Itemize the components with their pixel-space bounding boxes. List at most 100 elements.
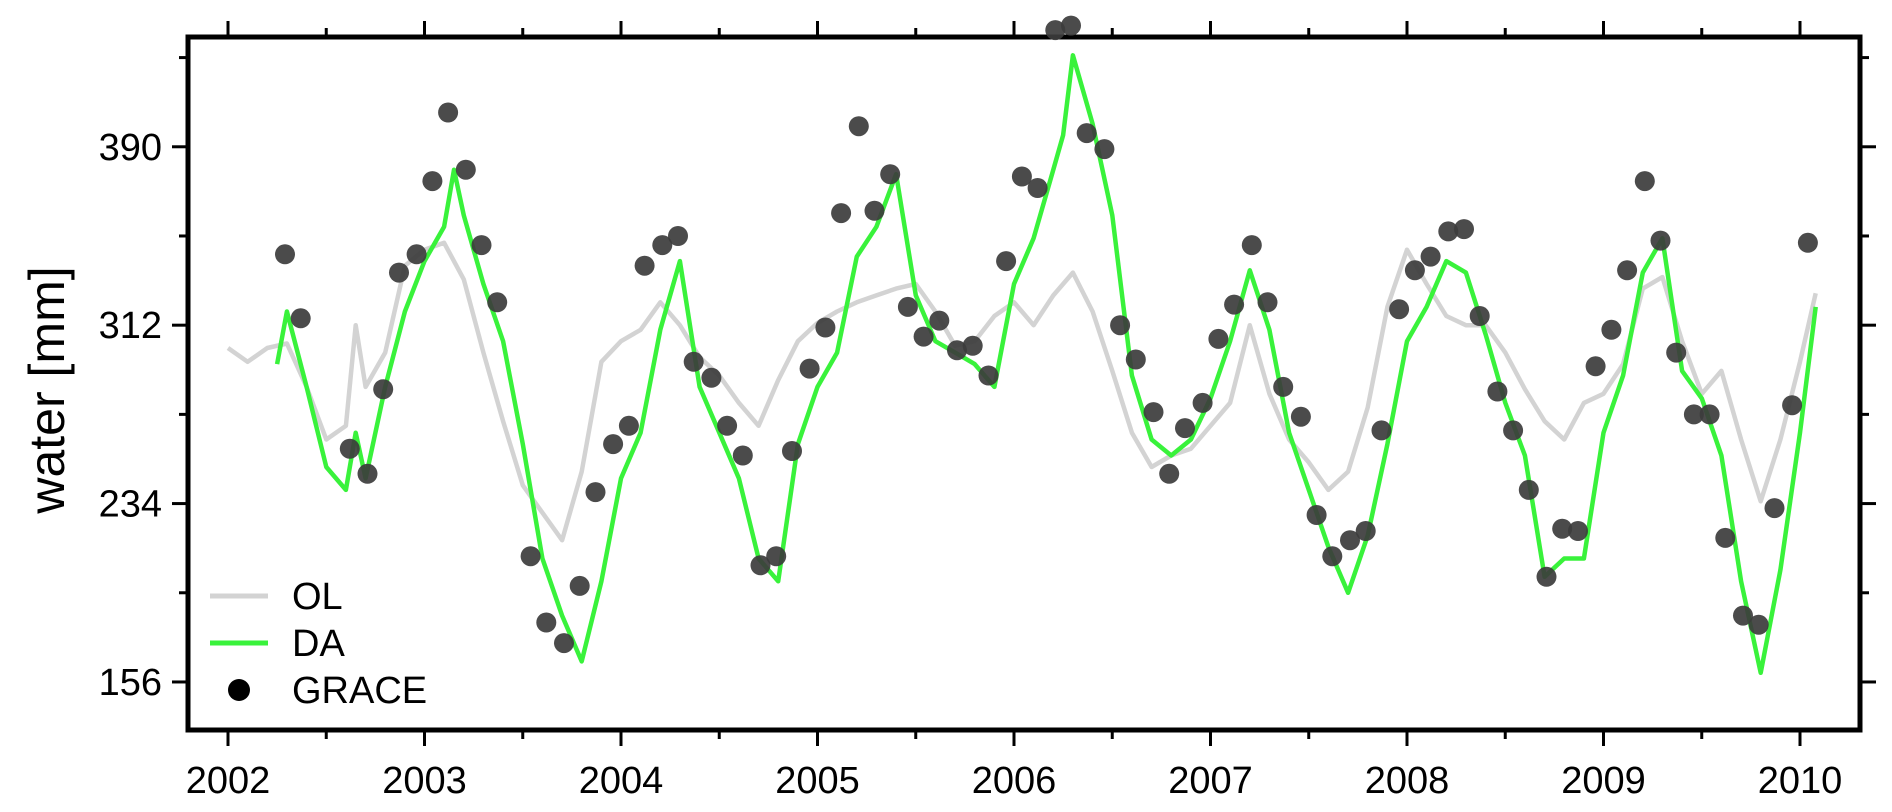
grace-point — [1666, 342, 1687, 363]
x-tick-label: 2006 — [972, 760, 1057, 802]
grace-point — [929, 310, 950, 331]
grace-point — [1764, 498, 1785, 519]
grace-point — [732, 445, 753, 466]
grace-point — [554, 633, 574, 654]
grace-point — [1487, 381, 1508, 402]
grace-point — [683, 351, 704, 372]
grace-point — [1045, 20, 1066, 41]
grace-point — [1585, 356, 1606, 377]
legend-label-da: DA — [292, 623, 345, 665]
grace-point — [422, 171, 443, 192]
grace-point — [1340, 530, 1360, 551]
grace-point — [1011, 166, 1032, 187]
grace-point — [1601, 319, 1622, 340]
grace-point — [455, 159, 476, 180]
grace-point — [1699, 404, 1720, 425]
grace-point — [799, 358, 820, 379]
x-tick-label: 2009 — [1561, 760, 1646, 802]
grace-point — [1322, 546, 1343, 567]
legend-label-grace: GRACE — [292, 670, 427, 712]
grace-point — [1159, 463, 1180, 484]
grace-point — [1404, 260, 1425, 281]
y-tick-label: 390 — [99, 127, 162, 169]
grace-point — [815, 317, 836, 338]
grace-point — [471, 235, 492, 256]
grace-point — [962, 335, 983, 356]
grace-point — [1290, 406, 1311, 427]
grace-point — [701, 367, 722, 388]
grace-point — [603, 434, 624, 455]
grace-point — [1536, 566, 1557, 587]
y-tick-label: 234 — [99, 484, 162, 526]
grace-point — [668, 226, 688, 246]
grace-point — [569, 575, 590, 596]
grace-point — [1027, 178, 1048, 198]
grace-point — [1650, 230, 1671, 251]
x-tick-label: 2008 — [1365, 760, 1450, 802]
grace-point — [1273, 376, 1294, 397]
series-layer — [226, 15, 1818, 676]
x-tick-label: 2003 — [382, 760, 467, 802]
grace-point — [373, 379, 394, 400]
grace-point — [357, 463, 378, 484]
grace-point — [897, 296, 918, 317]
grace-point — [1797, 232, 1818, 253]
y-tick-label: 312 — [99, 305, 162, 347]
grace-point — [389, 262, 409, 283]
x-tick-label: 2010 — [1758, 760, 1843, 802]
grace-point — [487, 292, 508, 313]
grace-point — [1175, 418, 1195, 439]
grace-point — [1355, 521, 1376, 541]
legend-swatch-grace — [228, 679, 250, 701]
series-line-ol — [226, 240, 1818, 543]
grace-point — [1568, 521, 1588, 541]
grace-point — [1110, 315, 1131, 336]
grace-point — [1061, 15, 1081, 36]
grace-point — [1715, 527, 1736, 548]
y-axis-tick-labels: 156 234 312 390 — [99, 127, 162, 704]
grace-point — [1683, 404, 1704, 425]
grace-point — [1241, 235, 1262, 256]
grace-point — [520, 546, 541, 567]
grace-point — [1518, 479, 1539, 500]
series-line-da — [274, 53, 1818, 676]
grace-point — [406, 244, 427, 265]
axis-ticks — [172, 21, 1876, 746]
grace-point — [947, 340, 967, 361]
grace-point — [766, 546, 787, 567]
grace-point — [339, 438, 360, 459]
grace-point — [996, 251, 1017, 272]
plot-frame — [185, 34, 1863, 733]
grace-point — [1371, 420, 1392, 441]
grace-point — [634, 255, 655, 276]
grace-point — [1143, 402, 1164, 423]
grace-point — [913, 326, 934, 347]
grace-point — [864, 200, 885, 221]
grace-point — [717, 415, 738, 436]
grace-point — [536, 612, 557, 633]
y-tick-label: 156 — [99, 662, 162, 704]
x-tick-label: 2004 — [579, 760, 664, 802]
x-axis-tick-labels: 2002 2003 2004 2005 2006 2007 2008 2009 2010 — [186, 760, 1843, 802]
grace-point — [618, 415, 639, 436]
x-tick-label: 2005 — [775, 760, 860, 802]
grace-point — [275, 244, 295, 265]
grace-point — [1438, 221, 1459, 242]
grace-point — [1094, 139, 1115, 160]
grace-point — [1503, 420, 1524, 441]
grace-point — [1125, 349, 1146, 370]
grace-point — [585, 482, 606, 503]
grace-point — [848, 116, 869, 137]
grace-point — [1454, 219, 1474, 240]
grace-point — [750, 555, 771, 576]
legend-label-ol: OL — [292, 576, 343, 618]
grace-point — [978, 365, 999, 386]
grace-point — [1389, 299, 1410, 320]
grace-point — [290, 308, 311, 329]
grace-point — [831, 203, 852, 224]
grace-point — [1257, 292, 1278, 313]
grace-point — [438, 102, 459, 123]
y-axis-label: water [mm] — [19, 266, 75, 514]
grace-point — [1617, 260, 1638, 281]
